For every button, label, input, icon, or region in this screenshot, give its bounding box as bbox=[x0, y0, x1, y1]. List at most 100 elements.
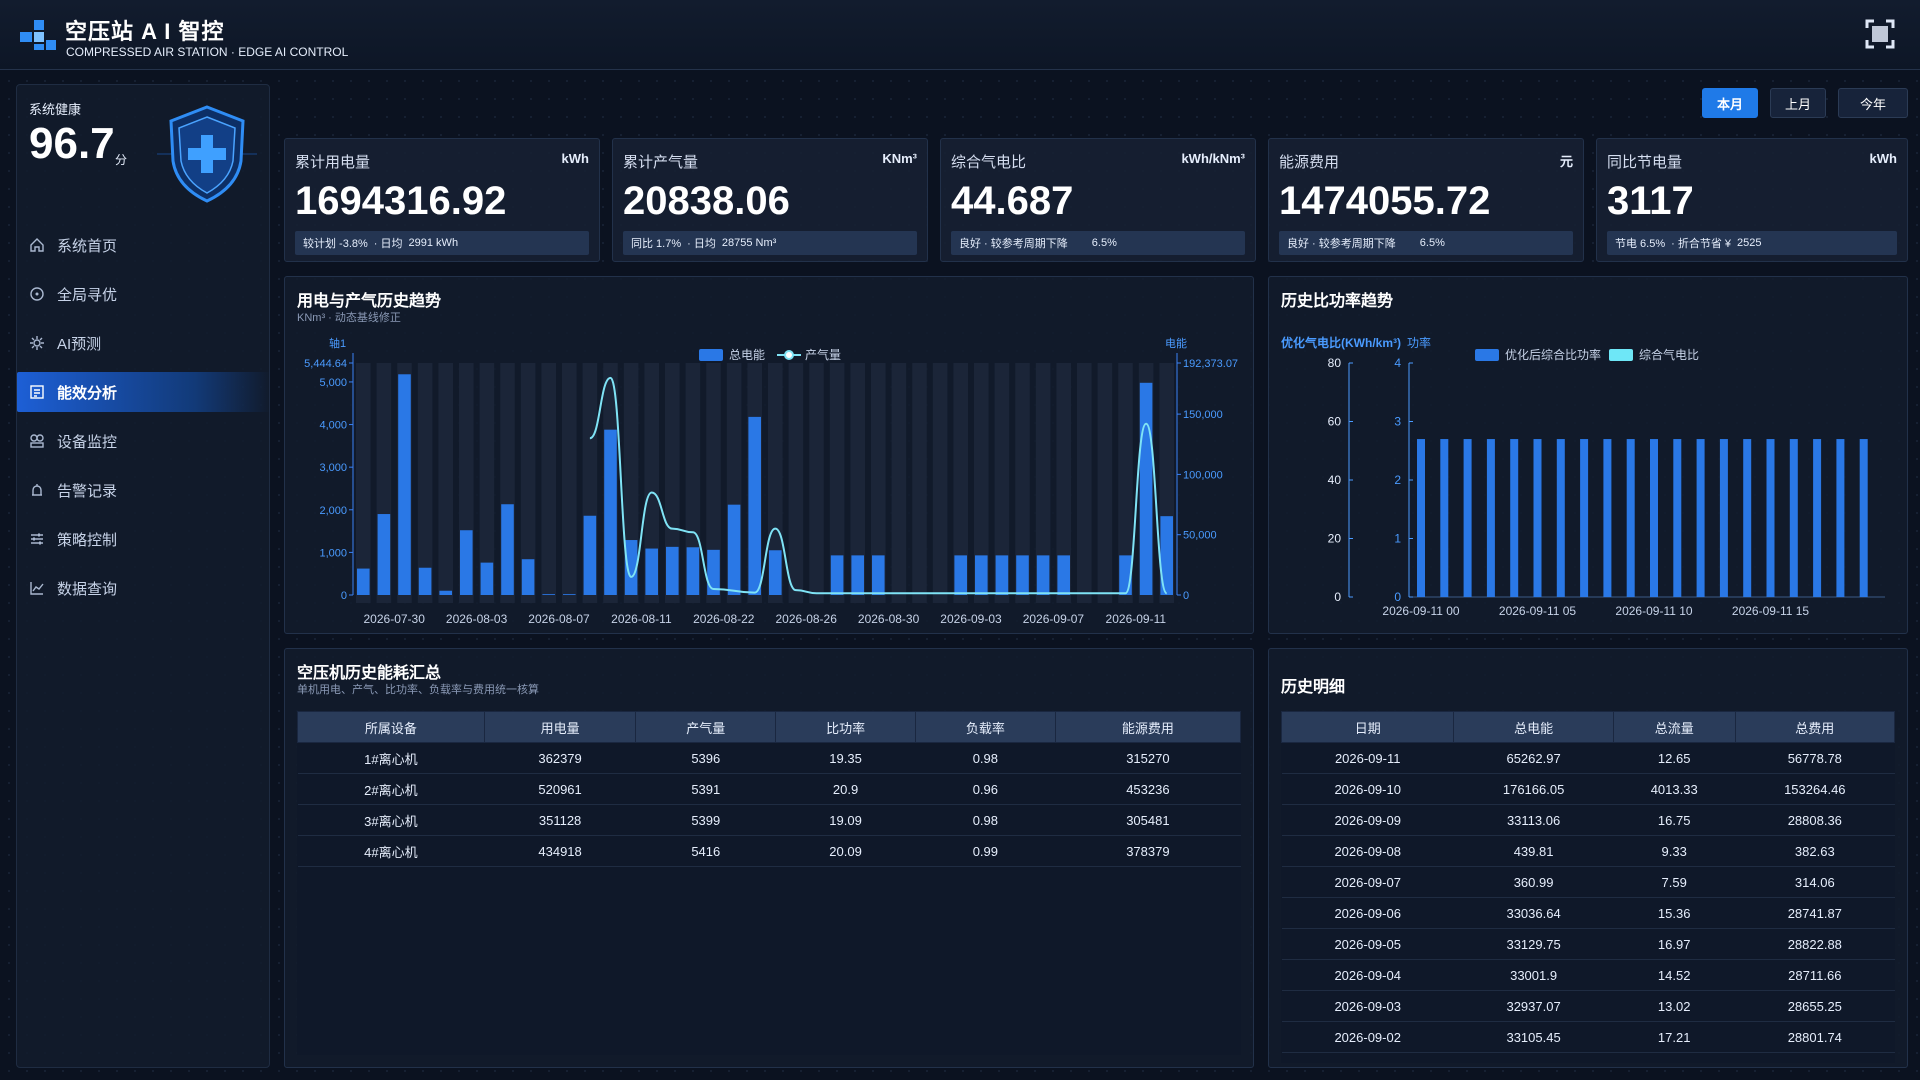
table-cell: 2026-09-02 bbox=[1281, 1021, 1454, 1053]
ratio-bar bbox=[1789, 439, 1798, 597]
legend-label-ratio: 综合气电比 bbox=[1639, 347, 1699, 362]
sidebar-item-home[interactable]: 系统首页 bbox=[17, 225, 271, 265]
bar-background bbox=[788, 363, 804, 603]
energy-bar bbox=[418, 567, 432, 595]
table-header-cell: 比功率 bbox=[775, 711, 916, 743]
kpi-title: 同比节电量 bbox=[1607, 154, 1683, 171]
chart-icon bbox=[30, 582, 44, 595]
table-cell: 4013.33 bbox=[1613, 773, 1736, 805]
energy-bar bbox=[398, 374, 411, 595]
device-icon bbox=[30, 434, 44, 448]
table-header-cell: 总流量 bbox=[1612, 711, 1736, 743]
ratio-bar bbox=[1440, 439, 1449, 597]
energy-bar bbox=[357, 568, 370, 595]
left-tick-label: 0 bbox=[1334, 590, 1341, 604]
table-cell: 2026-09-03 bbox=[1281, 990, 1454, 1022]
trend-title: 用电与产气历史趋势 bbox=[297, 293, 442, 310]
table-cell: 0.99 bbox=[915, 835, 1056, 867]
sidebar-item-optimize[interactable]: 全局寻优 bbox=[17, 274, 271, 314]
kpi-foot-text: 同比 1.7% bbox=[631, 238, 682, 250]
right-tick-label: 50,000 bbox=[1183, 530, 1217, 542]
table-cell: 33001.9 bbox=[1453, 959, 1614, 991]
table-cell: 32937.07 bbox=[1453, 990, 1614, 1022]
period-this-month-button[interactable]: 本月 bbox=[1702, 88, 1758, 118]
left-tick-label: 80 bbox=[1328, 356, 1342, 370]
ratio-axis-title: 优化气电比(KWh/km³) bbox=[1281, 335, 1401, 350]
period-this-year-button[interactable]: 今年 bbox=[1838, 88, 1908, 118]
energy-bar bbox=[975, 555, 988, 595]
summary-row[interactable]: 1#离心机 362379 5396 19.35 0.98 315270 bbox=[297, 742, 1241, 774]
summary-row[interactable]: 2#离心机 520961 5391 20.9 0.96 453236 bbox=[297, 773, 1241, 805]
energy-bar bbox=[377, 514, 391, 595]
ratio-bar bbox=[1603, 439, 1612, 597]
trend-subtitle: KNm³ · 动态基线修正 bbox=[297, 312, 401, 324]
left-axis-title: 轴1 bbox=[329, 336, 346, 350]
bar-background bbox=[871, 363, 886, 603]
left-tick-label: 3,000 bbox=[319, 462, 347, 474]
ratio-bar bbox=[1486, 439, 1495, 597]
table-cell: 5391 bbox=[635, 773, 776, 805]
detail-row[interactable]: 2026-09-03 32937.07 13.02 28655.25 bbox=[1281, 990, 1895, 1022]
sidebar-item-data-query[interactable]: 数据查询 bbox=[17, 568, 271, 608]
health-score: 96.7 bbox=[29, 119, 115, 168]
kpi-foot-text: · 折合节省 ¥ bbox=[1671, 238, 1732, 250]
bar-background bbox=[850, 363, 865, 603]
trend-panel: 用电与产气历史趋势 KNm³ · 动态基线修正 轴1 电能 0 1,000 2,000 3… bbox=[284, 276, 1254, 634]
gear-icon bbox=[30, 336, 44, 350]
sidebar-item-strategy[interactable]: 策略控制 bbox=[17, 519, 271, 559]
detail-table-wrap: 日期 总电能 总流量 总费用 2026-09-11 65262.97 12.65 56778… bbox=[1280, 711, 1896, 1063]
kpi-title: 综合气电比 bbox=[951, 154, 1027, 171]
table-cell: 2026-09-05 bbox=[1281, 928, 1454, 960]
fullscreen-icon[interactable] bbox=[1864, 18, 1896, 50]
kpi-unit: kWh bbox=[561, 151, 589, 166]
sidebar-item-label: 数据查询 bbox=[57, 580, 118, 598]
table-cell: 33113.06 bbox=[1453, 804, 1614, 836]
bar-background bbox=[768, 363, 783, 603]
detail-row[interactable]: 2026-09-04 33001.9 14.52 28711.66 bbox=[1281, 959, 1895, 991]
kpi-card-ratio: 综合气电比 kWh/kNm³ 44.687 良好 · 较参考周期下降 6.5% bbox=[940, 138, 1256, 262]
kpi-foot-text: 节电 6.5% bbox=[1615, 238, 1666, 250]
sidebar-item-device-monitor[interactable]: 设备监控 bbox=[17, 421, 271, 461]
detail-row[interactable]: 2026-09-05 33129.75 16.97 28822.88 bbox=[1281, 928, 1895, 960]
kpi-foot-text: 2525 bbox=[1737, 237, 1762, 249]
left-tick-label: 20 bbox=[1328, 532, 1342, 546]
table-cell: 28801.74 bbox=[1735, 1021, 1895, 1053]
table-cell: 0.96 bbox=[915, 773, 1056, 805]
summary-row[interactable]: 4#离心机 434918 5416 20.09 0.99 378379 bbox=[297, 835, 1241, 867]
ratio-bar bbox=[1766, 439, 1775, 597]
kpi-unit: kWh bbox=[1869, 151, 1897, 166]
table-cell: 2#离心机 bbox=[297, 773, 485, 805]
right-tick-label: 150,000 bbox=[1183, 409, 1223, 421]
kpi-title: 能源费用 bbox=[1279, 154, 1340, 171]
bar-background bbox=[1056, 363, 1071, 603]
table-cell: 5396 bbox=[635, 742, 776, 774]
sidebar-item-efficiency[interactable]: 能效分析 bbox=[17, 372, 271, 412]
sidebar-item-ai-predict[interactable]: AI预测 bbox=[17, 323, 271, 363]
energy-bar bbox=[501, 504, 514, 595]
detail-row[interactable]: 2026-09-09 33113.06 16.75 28808.36 bbox=[1281, 804, 1895, 836]
summary-table-wrap: 所属设备 用电量 产气量 比功率 负载率 能源费用 1#离心机 362379 5396 19.3… bbox=[297, 711, 1242, 1055]
sidebar-item-alarms[interactable]: 告警记录 bbox=[17, 470, 271, 510]
legend-marker-air bbox=[784, 350, 794, 360]
table-header-cell: 所属设备 bbox=[297, 711, 485, 743]
x-tick-label: 2026-08-26 bbox=[776, 612, 838, 626]
detail-row[interactable]: 2026-09-11 65262.97 12.65 56778.78 bbox=[1281, 742, 1895, 774]
period-last-month-button[interactable]: 上月 bbox=[1770, 88, 1826, 118]
kpi-footer: 良好 · 较参考周期下降 6.5% bbox=[1279, 231, 1573, 255]
table-cell: 7.59 bbox=[1613, 866, 1736, 898]
summary-row[interactable]: 3#离心机 351128 5399 19.09 0.98 305481 bbox=[297, 804, 1241, 836]
report-icon bbox=[30, 385, 44, 399]
detail-row[interactable]: 2026-09-06 33036.64 15.36 28741.87 bbox=[1281, 897, 1895, 929]
detail-row[interactable]: 2026-09-02 33105.45 17.21 28801.74 bbox=[1281, 1021, 1895, 1053]
table-cell: 28741.87 bbox=[1735, 897, 1895, 929]
energy-bar bbox=[521, 559, 535, 595]
detail-row[interactable]: 2026-09-08 439.81 9.33 382.63 bbox=[1281, 835, 1895, 867]
energy-bar bbox=[1057, 555, 1070, 595]
detail-row[interactable]: 2026-09-07 360.99 7.59 314.06 bbox=[1281, 866, 1895, 898]
energy-bar bbox=[1036, 555, 1050, 595]
table-cell: 2026-09-07 bbox=[1281, 866, 1454, 898]
health-unit: 分 bbox=[115, 153, 128, 167]
kpi-footer: 同比 1.7% · 日均 28755 Nm³ bbox=[623, 231, 917, 255]
x-tick-label: 2026-09-11 05 bbox=[1499, 604, 1577, 618]
detail-row[interactable]: 2026-09-10 176166.05 4013.33 153264.46 bbox=[1281, 773, 1895, 805]
